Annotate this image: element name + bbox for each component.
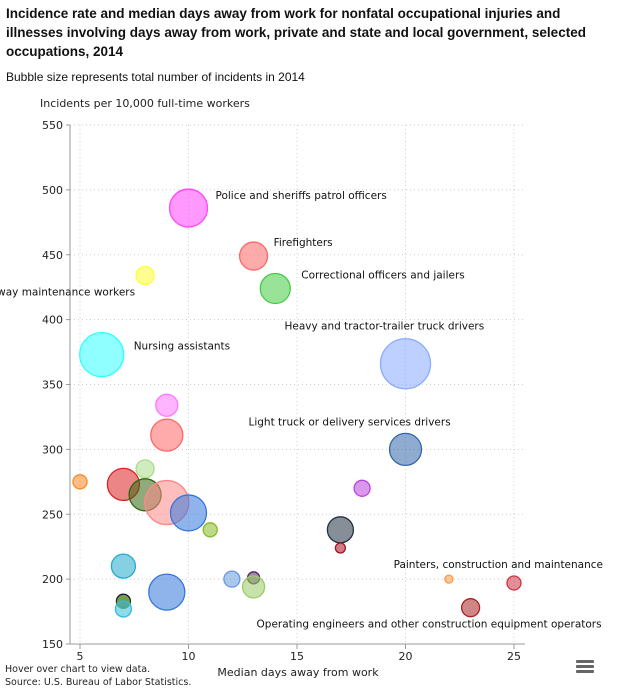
bubble-point[interactable]	[259, 272, 291, 305]
hamburger-menu-icon[interactable]	[576, 660, 594, 674]
bubble-point[interactable]	[223, 570, 241, 588]
y-tick-label: 550	[42, 119, 63, 132]
chart-subtitle: Bubble size represents total number of i…	[6, 70, 305, 84]
bubble-label: Firefighters	[274, 237, 333, 249]
bubble-point[interactable]	[169, 494, 208, 532]
y-tick-label: 350	[42, 379, 63, 392]
bubble-label: Operating engineers and other constructi…	[257, 619, 602, 631]
y-tick-label: 400	[42, 314, 63, 327]
bubble-point[interactable]	[150, 418, 184, 452]
bubble-point[interactable]	[379, 338, 432, 390]
y-tick-label: 200	[42, 573, 63, 586]
hover-hint: Hover over chart to view data.	[5, 664, 151, 675]
bubble-label: Highway maintenance workers	[0, 287, 135, 299]
bubble-point[interactable]	[168, 188, 209, 228]
bubble-label: Nursing assistants	[134, 341, 230, 353]
bubble-point[interactable]	[148, 573, 186, 611]
x-tick-label: 5	[77, 650, 84, 663]
bubble-label: Police and sheriffs patrol officers	[216, 190, 387, 202]
bubble-label: Light truck or delivery services drivers	[249, 416, 451, 428]
bubble-point[interactable]	[155, 393, 179, 417]
bubble-point[interactable]	[388, 432, 423, 467]
chart-title: Incidence rate and median days away from…	[6, 6, 586, 59]
bubble-point[interactable]	[135, 265, 155, 286]
x-tick-label: 20	[399, 650, 413, 663]
bubble-label: Correctional officers and jailers	[301, 269, 464, 281]
bubble-label: Heavy and tractor-trailer truck drivers	[285, 321, 485, 333]
y-tick-label: 250	[42, 508, 63, 521]
x-axis-title: Median days away from work	[217, 666, 379, 679]
y-tick-label: 300	[42, 443, 63, 456]
x-tick-label: 10	[182, 650, 196, 663]
source-note: Source: U.S. Bureau of Labor Statistics.	[5, 677, 192, 688]
bubble-point[interactable]	[135, 459, 155, 479]
bubble-point[interactable]	[460, 598, 481, 618]
y-axis-title: Incidents per 10,000 full-time workers	[40, 97, 250, 110]
bubble-label: Painters, construction and maintenance	[394, 559, 603, 571]
bubble-point[interactable]	[72, 474, 88, 490]
x-tick-label: 25	[507, 650, 521, 663]
bubble-point[interactable]	[202, 522, 218, 538]
y-tick-label: 450	[42, 249, 63, 262]
bubble-point[interactable]	[326, 516, 355, 544]
bubble-point[interactable]	[110, 553, 137, 579]
x-tick-label: 15	[290, 650, 304, 663]
bubble-point[interactable]	[241, 575, 266, 599]
y-tick-label: 500	[42, 184, 63, 197]
bubble-point[interactable]	[353, 479, 371, 497]
y-tick-label: 150	[42, 638, 63, 651]
bubble-point[interactable]	[506, 575, 522, 591]
bubble-point[interactable]	[238, 241, 269, 271]
bubble-point[interactable]	[114, 600, 133, 618]
bubble-point[interactable]	[334, 542, 347, 554]
bubble-point[interactable]	[79, 332, 125, 378]
bubble-point[interactable]	[444, 574, 454, 584]
